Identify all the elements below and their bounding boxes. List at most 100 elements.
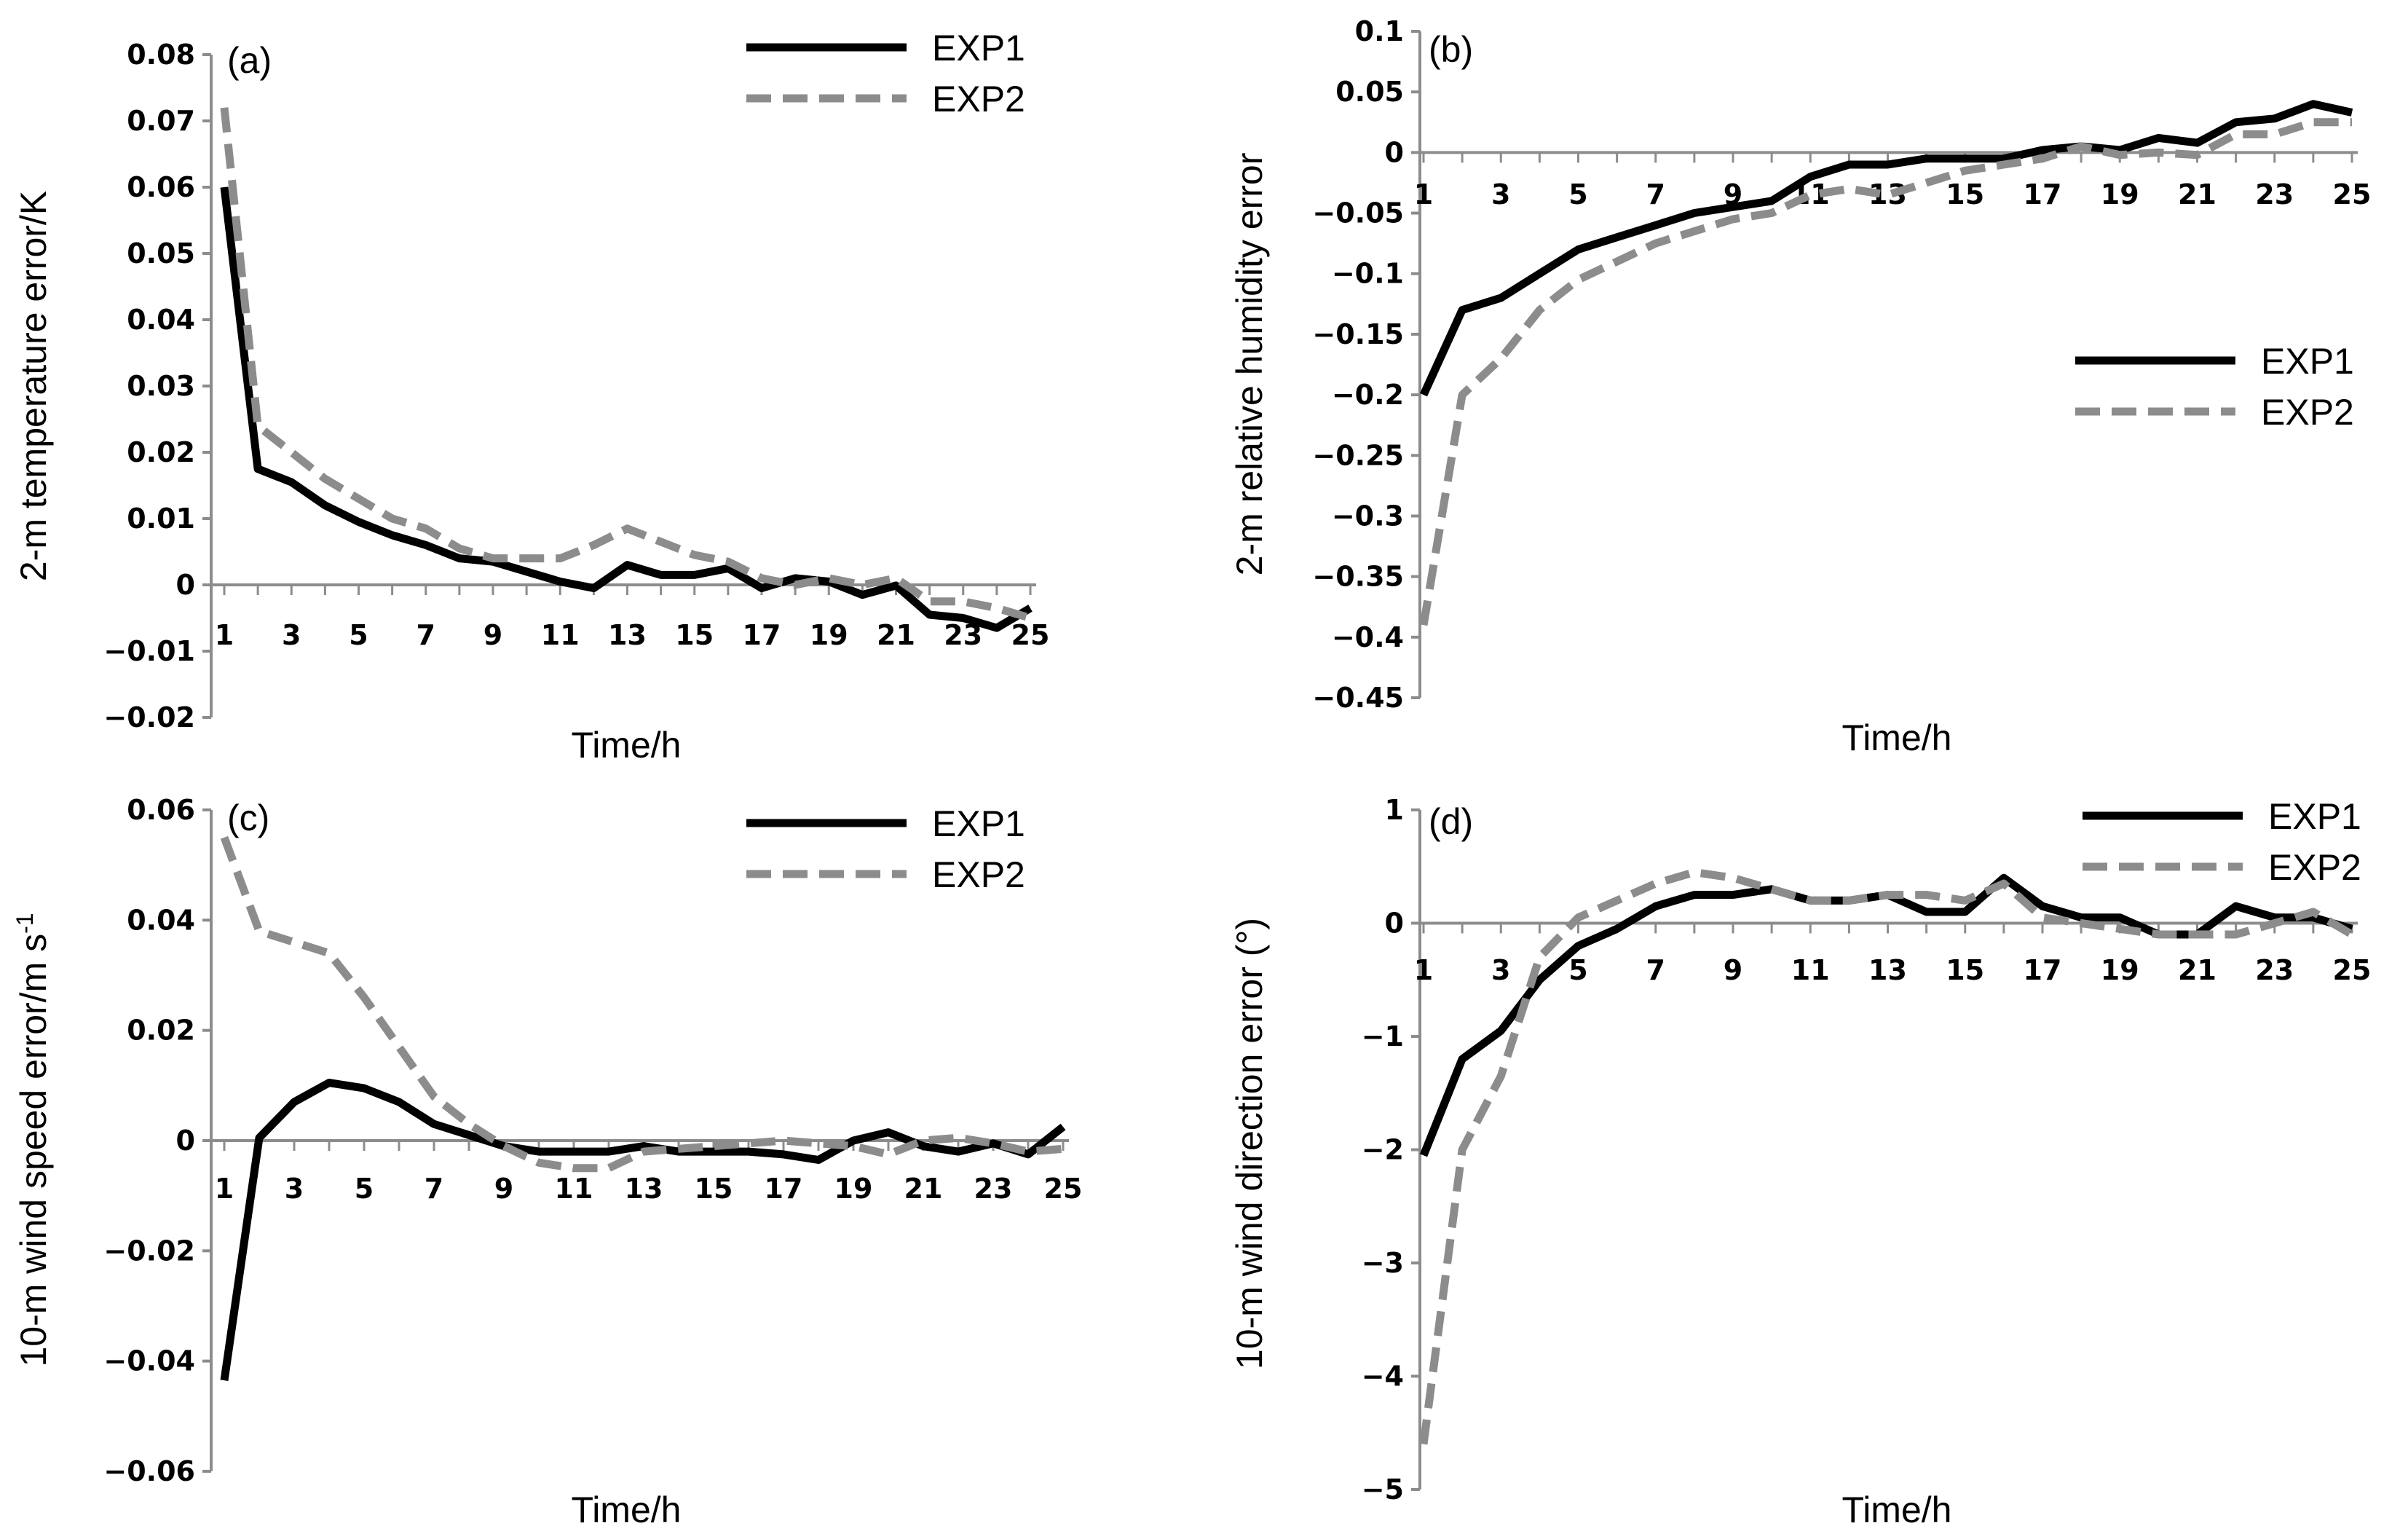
- y-tick-label: −0.01: [103, 635, 195, 667]
- x-tick-label: 5: [1568, 178, 1587, 210]
- x-tick-label: 3: [1491, 178, 1510, 210]
- x-tick-label: 5: [1568, 954, 1587, 986]
- x-tick-label: 7: [425, 1173, 443, 1205]
- y-tick-label: 0.07: [127, 105, 195, 137]
- y-axis-label-superscript: -1: [12, 913, 38, 933]
- panel-label: (c): [227, 798, 269, 838]
- legend-label-exp2: EXP2: [932, 854, 1025, 895]
- x-axis-label: Time/h: [572, 1489, 682, 1530]
- legend-label-exp1: EXP1: [2268, 796, 2361, 837]
- x-tick-label: 19: [2101, 954, 2139, 986]
- series-line-exp2: [1419, 118, 2352, 626]
- y-tick-label: −0.45: [1312, 682, 1404, 714]
- panel-a: −0.02 −0.01 0 0.01 0.02 0.03 0.04 0.05 0.06 0.07 0…: [13, 28, 1049, 766]
- series-line-exp2: [1419, 868, 2354, 1445]
- x-tick-label: 1: [215, 1173, 234, 1205]
- x-tick-label: 7: [1646, 178, 1665, 210]
- x-tick-label: 3: [285, 1173, 304, 1205]
- x-tick-label: 23: [974, 1173, 1013, 1205]
- x-tick-label: 21: [2178, 954, 2216, 986]
- panel-b: −0.45 −0.4 −0.35 −0.3 −0.25 −0.2 −0.15 −0.1 −0.0…: [1229, 15, 2371, 758]
- y-tick-label: 0.03: [127, 370, 195, 402]
- y-tick-label: 0.05: [1335, 76, 1404, 108]
- y-tick-label: −5: [1362, 1473, 1404, 1506]
- y-tick-label: −0.04: [103, 1345, 195, 1377]
- x-tick-label: 3: [1491, 954, 1510, 986]
- x-tick-label: 19: [2101, 178, 2139, 210]
- series-line-exp2: [220, 835, 1064, 1173]
- series-line-exp2: [220, 107, 1032, 622]
- y-tick-label: −0.35: [1312, 561, 1404, 593]
- x-tick-label: 9: [1724, 954, 1742, 986]
- x-tick-label: 15: [1946, 954, 1984, 986]
- panel-label: (d): [1429, 801, 1473, 842]
- y-tick-label: 0.01: [127, 503, 195, 535]
- y-tick-label: −0.05: [1312, 197, 1404, 229]
- y-tick-label: 0.02: [127, 436, 195, 468]
- x-tick-label: 3: [282, 619, 301, 651]
- x-tick-label: 25: [2333, 954, 2372, 986]
- x-axis-label: Time/h: [1842, 717, 1952, 758]
- x-tick-label: 23: [2255, 954, 2294, 986]
- x-axis-label: Time/h: [572, 725, 682, 766]
- y-tick-label: 0.06: [127, 794, 195, 826]
- x-tick-label: 17: [2024, 178, 2062, 210]
- y-tick-label: −0.4: [1332, 621, 1404, 653]
- y-tick-label: 0: [1385, 136, 1404, 168]
- legend-label-exp1: EXP1: [2261, 341, 2354, 382]
- x-tick-label: 7: [417, 619, 435, 651]
- y-tick-label: 0.05: [127, 237, 195, 269]
- y-tick-label: 0: [176, 1125, 195, 1157]
- x-tick-label: 1: [1414, 178, 1433, 210]
- y-axis-label: 2-m relative humidity error: [1229, 153, 1270, 576]
- y-tick-label: −0.15: [1312, 318, 1404, 350]
- x-tick-label: 25: [1044, 1173, 1083, 1205]
- y-tick-label: 0: [1385, 908, 1404, 940]
- y-tick-label: −0.1: [1332, 258, 1404, 290]
- y-tick-label: −1: [1362, 1020, 1404, 1052]
- x-tick-label: 13: [625, 1173, 663, 1205]
- x-tick-label: 1: [1414, 954, 1433, 986]
- x-tick-label: 11: [1791, 954, 1830, 986]
- y-tick-label: −4: [1362, 1361, 1404, 1393]
- x-tick-label: 17: [765, 1173, 803, 1205]
- x-tick-label: 23: [2255, 178, 2294, 210]
- x-tick-label: 15: [695, 1173, 733, 1205]
- y-tick-label: 0: [176, 569, 195, 601]
- y-tick-label: 0.06: [127, 171, 195, 203]
- y-tick-label: −0.25: [1312, 439, 1404, 471]
- x-tick-label: 25: [1011, 619, 1050, 651]
- x-tick-label: 13: [608, 619, 647, 651]
- y-tick-label: 1: [1385, 794, 1404, 826]
- y-axis-label: 2-m temperature error/K: [13, 191, 54, 581]
- series-line-exp1: [220, 1079, 1066, 1381]
- x-tick-label: 11: [541, 619, 580, 651]
- y-tick-label: −0.2: [1332, 379, 1404, 411]
- series-line-exp1: [1419, 100, 2353, 397]
- y-axis-label: 10-m wind direction error (°): [1229, 918, 1270, 1369]
- x-tick-label: 11: [555, 1173, 593, 1205]
- x-tick-label: 19: [834, 1173, 873, 1205]
- x-tick-label: 15: [1946, 178, 1984, 210]
- panel-label: (a): [227, 40, 272, 81]
- x-tick-label: 5: [349, 619, 368, 651]
- x-tick-label: 13: [1868, 954, 1907, 986]
- series-line-exp1: [1419, 873, 2353, 1157]
- legend-label-exp1: EXP1: [932, 28, 1025, 68]
- panel-label: (b): [1429, 29, 1473, 70]
- x-tick-label: 15: [675, 619, 714, 651]
- y-tick-label: 0.1: [1355, 15, 1404, 47]
- y-tick-label: 0.08: [127, 39, 195, 71]
- y-tick-label: 0.04: [127, 304, 195, 336]
- x-tick-label: 1: [215, 619, 234, 651]
- y-tick-label: 0.02: [127, 1015, 195, 1047]
- y-tick-label: −2: [1362, 1134, 1404, 1166]
- x-tick-label: 9: [483, 619, 502, 651]
- series-line-exp1: [220, 186, 1033, 632]
- y-tick-label: −3: [1362, 1247, 1404, 1279]
- y-tick-label: −0.3: [1332, 500, 1404, 532]
- x-tick-label: 21: [904, 1173, 943, 1205]
